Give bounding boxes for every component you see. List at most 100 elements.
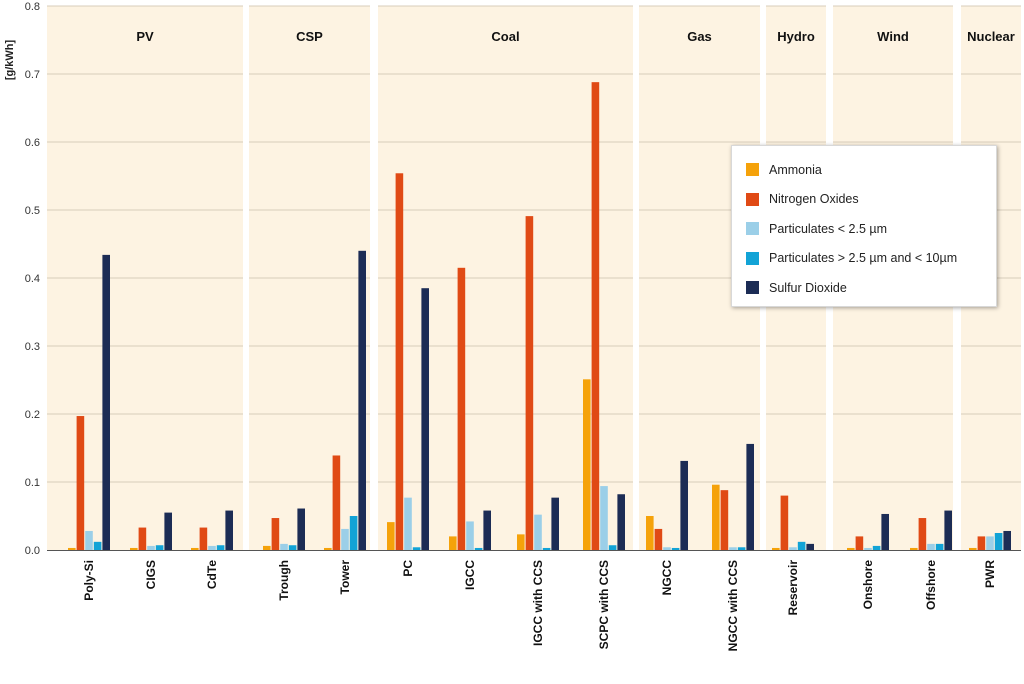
bar-onshore-particulates-2-5-m [864,547,872,550]
y-tick-label: 0.0 [25,545,40,557]
bar-onshore-sulfur-dioxide [881,513,889,550]
bar-onshore-nitrogen-oxides [855,536,864,550]
bar-offshore-nitrogen-oxides [918,518,927,550]
bar-poly-si-particulates-2-5-m [85,530,93,550]
bar-igcc-with-ccs-particulates-2-5-m-and-10-m [542,547,551,550]
y-axis: 0.0 0.1 0.2 0.3 0.4 0.5 0.6 0.7 0.8 [25,1,40,557]
legend-swatch [746,281,759,295]
bar-pwr-particulates-2-5-m-and-10-m [994,533,1003,550]
legend-label: Ammonia [769,162,822,177]
bar-reservoir-particulates-2-5-m [789,547,797,550]
bar-pc-particulates-2-5-m [404,497,412,550]
legend-item: Ammonia [746,155,996,185]
y-tick-label: 0.3 [25,341,40,353]
bar-ngcc-ammonia [646,516,654,550]
category-label: IGCC [463,560,477,590]
bar-igcc-particulates-2-5-m-and-10-m [474,547,483,550]
bar-scpc-with-ccs-sulfur-dioxide [617,494,625,550]
bar-reservoir-sulfur-dioxide [806,543,814,550]
group-title-gas: Gas [687,29,712,44]
bar-onshore-ammonia [847,547,855,550]
bar-reservoir-nitrogen-oxides [780,495,789,550]
bar-pc-nitrogen-oxides [395,173,404,550]
bar-igcc-with-ccs-particulates-2-5-m [534,514,542,550]
bar-tower-ammonia [324,547,332,550]
legend-swatch [746,192,759,206]
bar-scpc-with-ccs-ammonia [583,379,591,550]
category-label: Tower [338,560,352,595]
group-title-coal: Coal [491,29,519,44]
legend-label: Sulfur Dioxide [769,280,847,295]
legend-swatch [746,251,759,265]
bar-trough-particulates-2-5-m [280,543,288,550]
category-label: Offshore [924,560,938,610]
group-title-nuclear: Nuclear [967,29,1015,44]
legend-item: Particulates > 2.5 µm and < 10µm [746,244,996,274]
bar-tower-sulfur-dioxide [358,250,366,551]
category-label: Poly-Si [82,560,96,601]
bar-scpc-with-ccs-nitrogen-oxides [591,82,600,550]
bar-poly-si-particulates-2-5-m-and-10-m [93,541,102,550]
category-label: IGCC with CCS [531,560,545,646]
bar-reservoir-particulates-2-5-m-and-10-m [797,541,806,550]
bar-trough-nitrogen-oxides [271,518,280,550]
bar-cdte-ammonia [191,547,199,550]
bar-offshore-particulates-2-5-m-and-10-m [935,543,944,550]
gridlines [47,5,1021,483]
legend-label: Particulates < 2.5 µm [769,221,888,236]
bar-reservoir-ammonia [772,547,780,550]
category-label: PWR [983,560,997,588]
bar-pwr-sulfur-dioxide [1003,530,1011,550]
bar-offshore-sulfur-dioxide [944,510,952,550]
bar-trough-sulfur-dioxide [297,508,305,550]
category-label: Trough [277,560,291,601]
bar-pc-particulates-2-5-m-and-10-m [412,547,421,550]
bar-ngcc-sulfur-dioxide [680,460,688,550]
bar-cigs-particulates-2-5-m [147,545,155,550]
bar-ngcc-with-ccs-particulates-2-5-m-and-10-m [737,547,746,550]
bar-cigs-nitrogen-oxides [138,527,147,550]
bar-scpc-with-ccs-particulates-2-5-m [600,486,608,550]
bar-pwr-nitrogen-oxides [977,536,986,550]
bar-ngcc-with-ccs-particulates-2-5-m [729,547,737,550]
bar-pwr-ammonia [969,547,977,550]
bar-poly-si-sulfur-dioxide [102,254,110,550]
bar-ngcc-nitrogen-oxides [654,528,663,550]
bar-cdte-particulates-2-5-m-and-10-m [216,545,225,550]
bar-pc-sulfur-dioxide [421,288,429,550]
group-title-csp: CSP [296,29,323,44]
y-tick-label: 0.8 [25,1,40,13]
bar-tower-particulates-2-5-m [341,528,349,550]
y-tick-label: 0.7 [25,69,40,81]
y-axis-label: [g/kWh] [4,40,16,81]
bar-cdte-nitrogen-oxides [199,527,208,550]
legend: Ammonia Nitrogen Oxides Particulates < 2.5… [731,145,997,307]
legend-label: Nitrogen Oxides [769,192,859,207]
category-label: CdTe [205,560,219,589]
bars [68,82,1011,551]
bar-igcc-particulates-2-5-m [466,521,474,550]
category-label: CIGS [144,560,158,589]
legend-item: Nitrogen Oxides [746,185,996,215]
bar-pwr-particulates-2-5-m [986,536,994,550]
bar-trough-particulates-2-5-m-and-10-m [288,545,297,550]
bar-igcc-ammonia [449,536,457,550]
bar-scpc-with-ccs-particulates-2-5-m-and-10-m [608,545,617,550]
bar-onshore-particulates-2-5-m-and-10-m [872,545,881,550]
y-tick-label: 0.1 [25,477,40,489]
group-titles: PV CSP Coal Gas Hydro Wind Nuclear [136,29,1015,44]
category-label: NGCC with CCS [726,560,740,651]
group-title-wind: Wind [877,29,909,44]
bar-cdte-particulates-2-5-m [208,545,216,550]
legend-item: Particulates < 2.5 µm [746,214,996,244]
bar-ngcc-particulates-2-5-m-and-10-m [671,547,680,550]
bar-igcc-nitrogen-oxides [457,267,466,550]
bar-tower-nitrogen-oxides [332,455,341,550]
bar-cigs-ammonia [130,547,138,550]
bar-cigs-particulates-2-5-m-and-10-m [155,545,164,550]
bar-igcc-sulfur-dioxide [483,510,491,550]
bar-pc-ammonia [387,522,395,550]
category-label: SCPC with CCS [597,560,611,649]
bar-tower-particulates-2-5-m-and-10-m [349,516,358,550]
